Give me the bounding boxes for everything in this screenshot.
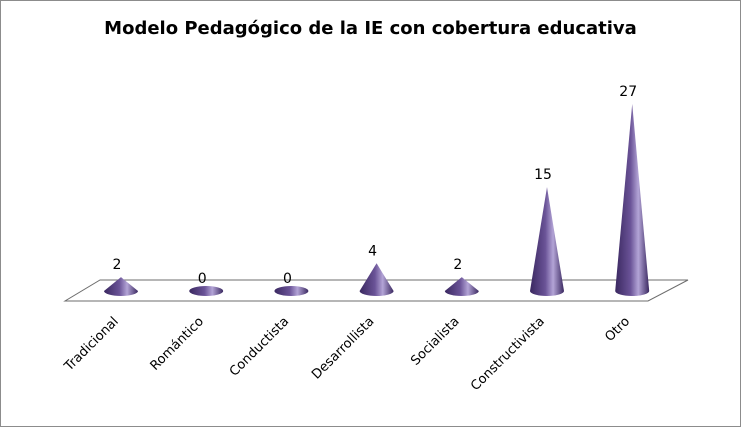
category-label-6: Otro [602,314,633,345]
cone-bar-1 [189,286,224,296]
cone-bar-6 [615,104,650,296]
category-label-4: Socialista [408,314,462,368]
cone-bar-2 [274,286,309,296]
chart-title: Modelo Pedagógico de la IE con cobertura… [104,18,637,39]
category-label-1: Romántico [148,314,207,373]
cone-bar-0 [104,277,138,296]
value-label-0: 2 [113,257,122,273]
value-label-5: 15 [534,167,552,183]
cone-bar-3 [359,263,394,296]
value-label-1: 0 [198,271,207,287]
cone-bar-4 [444,277,479,296]
value-label-4: 2 [453,257,462,273]
chart-marks: 2 Tradicional 0 Romántico 0 Conductista 4 Desar… [61,84,650,394]
category-label-5: Constructivista [468,314,548,394]
value-label-2: 0 [283,271,292,287]
value-label-6: 27 [619,84,637,100]
category-label-0: Tradicional [61,314,122,375]
value-label-3: 4 [368,243,377,259]
category-label-3: Desarrollista [309,314,377,382]
cone-bar-5 [530,187,564,296]
category-label-2: Conductista [227,314,292,379]
